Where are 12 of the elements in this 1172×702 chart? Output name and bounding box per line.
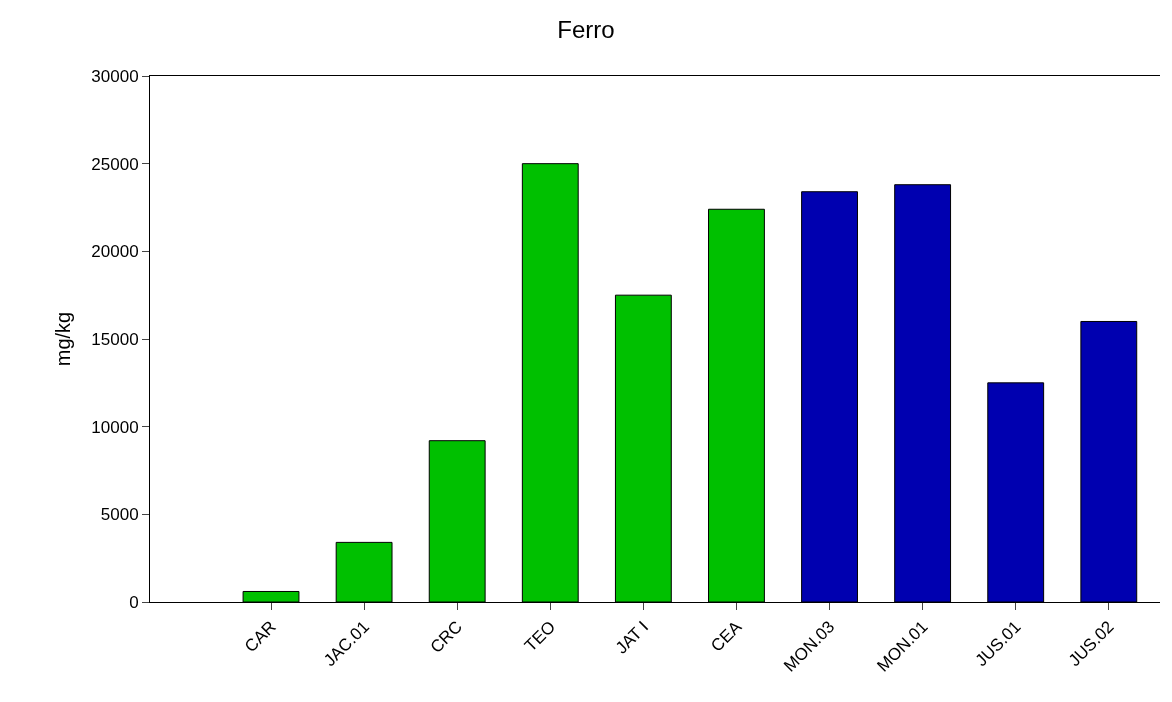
y-tick-label: 25000 <box>91 154 139 174</box>
y-tick-label: 0 <box>129 592 139 612</box>
x-tick-label: JAT I <box>611 617 653 658</box>
chart-title: Ferro <box>557 15 615 43</box>
y-tick-label: 20000 <box>91 242 139 262</box>
y-tick-label: 15000 <box>91 329 139 349</box>
y-tick-label: 30000 <box>91 66 139 86</box>
y-tick-label: 10000 <box>91 417 139 437</box>
y-axis-title: mg/kg <box>51 311 74 367</box>
y-tick-label: 5000 <box>100 505 139 525</box>
x-tick-label: CEA <box>707 616 746 656</box>
x-tick-label: TEO <box>520 617 560 656</box>
